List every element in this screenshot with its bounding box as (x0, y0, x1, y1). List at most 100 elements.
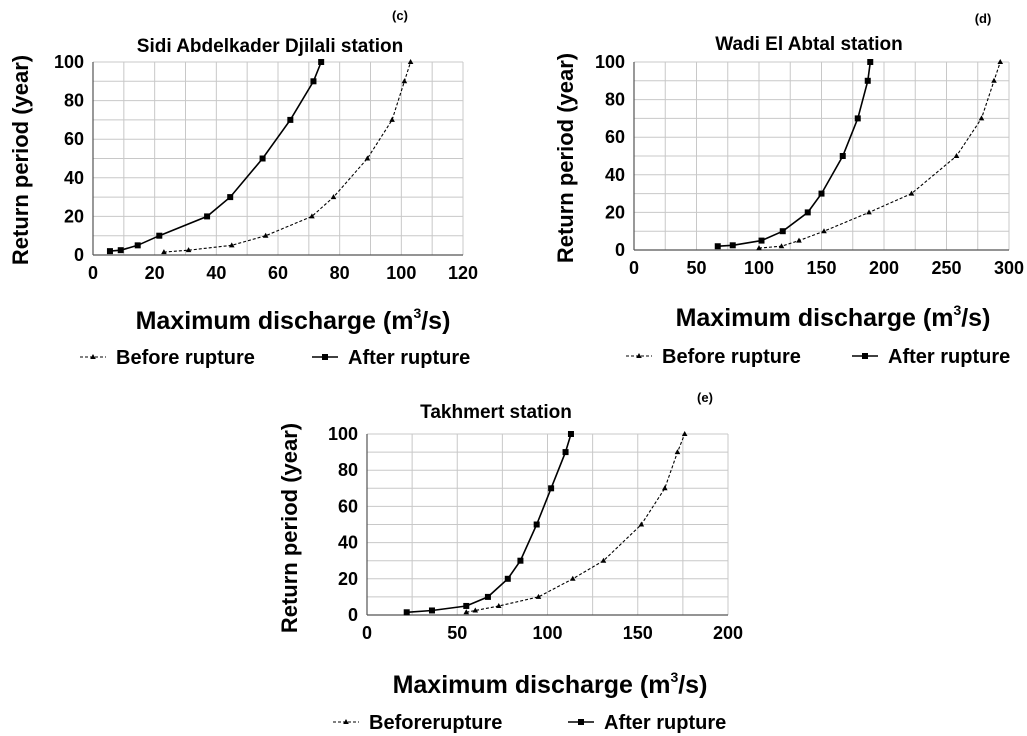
x-axis-label-unit: /s) (961, 304, 990, 332)
x-tick-label: 0 (88, 263, 98, 283)
x-axis-label-superscript: 3 (953, 302, 961, 318)
y-tick-label: 100 (54, 52, 84, 72)
data-point (259, 155, 266, 162)
data-point (389, 116, 395, 122)
data-point (674, 449, 681, 455)
chart-panel-2: 0 50 100 150 200 0 20 40 60 80 100 Takhmert station… (277, 390, 743, 734)
y-tick-label: 80 (338, 460, 358, 480)
y-axis-label: Return period (year) (553, 53, 578, 263)
data-point (953, 153, 960, 158)
panel-label: (d) (975, 11, 992, 26)
x-tick-label: 100 (386, 263, 416, 283)
y-tick-label: 60 (338, 496, 358, 516)
data-point (504, 575, 511, 582)
legend-entry: After rupture (568, 712, 726, 734)
data-point (330, 194, 337, 200)
x-tick-label: 250 (931, 258, 961, 278)
legend-marker (636, 353, 642, 358)
data-point (997, 59, 1004, 64)
data-point (756, 245, 762, 251)
data-point (804, 209, 811, 216)
data-point (778, 243, 785, 249)
y-tick-label: 20 (605, 202, 625, 222)
series-line (406, 433, 572, 614)
legend-marker (578, 719, 584, 725)
y-tick-label: 20 (338, 569, 358, 589)
x-tick-label: 50 (447, 623, 467, 643)
data-point (227, 194, 234, 201)
data-point (567, 431, 574, 437)
data-point (484, 593, 491, 600)
data-point (854, 115, 861, 122)
data-point (428, 607, 435, 614)
data-point (401, 78, 408, 84)
x-axis-label-superscript: 3 (670, 669, 678, 685)
y-tick-label: 100 (595, 52, 625, 72)
data-point (228, 242, 235, 248)
data-point (156, 232, 163, 239)
x-tick-label: 120 (448, 263, 478, 283)
data-point (533, 521, 540, 528)
data-point (407, 59, 414, 64)
legend-marker (343, 719, 349, 724)
legend-label: After rupture (604, 712, 726, 734)
legend-marker (862, 353, 868, 359)
y-tick-label: 80 (64, 91, 84, 111)
data-point (106, 248, 113, 255)
legend-label: Beforerupture (369, 712, 502, 734)
x-tick-label: 100 (532, 623, 562, 643)
data-point (495, 602, 502, 608)
chart-title: Sidi Abdelkader Djilali station (137, 36, 403, 57)
x-axis-label-unit: /s) (678, 671, 707, 699)
legend-entry: Before rupture (626, 346, 801, 368)
x-tick-label: 150 (806, 258, 836, 278)
data-point (867, 59, 874, 65)
data-point (729, 242, 736, 249)
data-point (562, 449, 569, 456)
data-point (866, 209, 872, 215)
y-tick-label: 60 (605, 127, 625, 147)
x-axis-label-text: Maximum discharge (m (393, 671, 671, 699)
x-axis-label: Maximum discharge (m3/s) (676, 302, 991, 332)
series-before-rupture (161, 59, 414, 255)
data-point (472, 607, 479, 613)
y-tick-label: 0 (615, 240, 625, 260)
data-point (403, 609, 410, 616)
y-tick-label: 40 (605, 165, 625, 185)
legend-label: After rupture (888, 346, 1010, 368)
chart-panel-0: 0 20 40 60 80 100 120 0 20 40 60 80 100 Sidi Abdelkad… (8, 8, 478, 369)
data-point (463, 602, 470, 609)
series-before-rupture (756, 59, 1004, 251)
data-point (821, 228, 827, 234)
x-tick-label: 150 (623, 623, 653, 643)
legend-label: Before rupture (662, 346, 801, 368)
x-tick-label: 0 (362, 623, 372, 643)
data-point (714, 243, 721, 250)
data-point (262, 232, 269, 238)
data-point (638, 521, 645, 527)
legend-marker (322, 354, 328, 360)
data-point (134, 242, 141, 249)
x-tick-label: 40 (206, 263, 226, 283)
data-point (818, 190, 825, 197)
data-point (161, 249, 167, 255)
data-point (309, 213, 315, 219)
x-tick-label: 60 (268, 263, 288, 283)
series-line (758, 61, 1001, 249)
data-point (463, 609, 470, 615)
y-axis-label: Return period (year) (277, 423, 302, 633)
x-tick-label: 50 (686, 258, 706, 278)
y-tick-label: 0 (74, 245, 84, 265)
x-tick-label: 0 (629, 258, 639, 278)
series-line (717, 61, 872, 247)
y-tick-label: 40 (338, 533, 358, 553)
x-tick-label: 20 (145, 263, 165, 283)
x-tick-label: 200 (713, 623, 743, 643)
data-point (779, 228, 786, 235)
legend-label: After rupture (348, 347, 470, 369)
series-line (466, 433, 686, 613)
series-before-rupture (463, 431, 688, 615)
y-tick-label: 60 (64, 129, 84, 149)
series-after-rupture (403, 431, 574, 616)
